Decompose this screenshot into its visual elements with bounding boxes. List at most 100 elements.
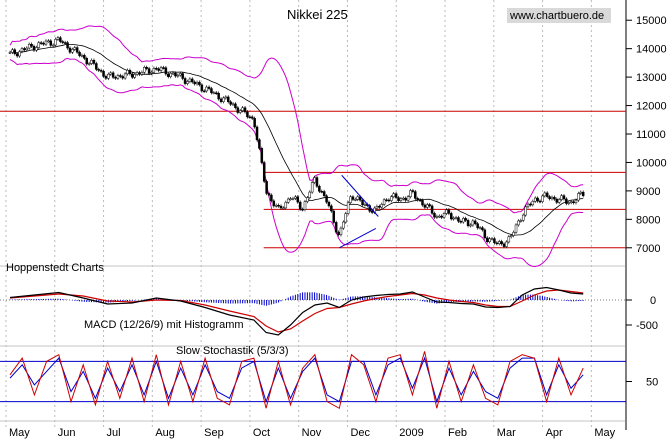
- candle-body: [303, 201, 307, 210]
- x-axis-labels: May Jun Jul Aug Sep Oct Nov Dec 2009 Feb Mar Apr May: [9, 427, 616, 439]
- candle-body: [119, 75, 122, 77]
- candle-body: [226, 96, 230, 103]
- candle-body: [521, 214, 525, 221]
- y-tick-label: 8000: [636, 214, 660, 226]
- candle-body: [509, 235, 513, 237]
- candle-body: [109, 72, 112, 75]
- candle-body: [193, 81, 196, 85]
- candle-body: [8, 52, 12, 54]
- candle-body: [152, 68, 156, 73]
- candle-body: [349, 196, 352, 203]
- candle-body: [457, 217, 460, 222]
- candle-body: [75, 47, 79, 53]
- candle-body: [466, 220, 470, 226]
- candle-body: [200, 84, 204, 92]
- candle-body: [565, 198, 568, 204]
- candle-body: [248, 116, 252, 119]
- candle-body: [416, 198, 419, 201]
- candle-body: [92, 59, 96, 64]
- candle-body: [282, 207, 285, 210]
- x-tick-label: May: [594, 427, 615, 439]
- candle-body: [354, 199, 357, 201]
- candle-body: [543, 192, 547, 197]
- candle-body: [519, 220, 523, 222]
- x-tick-label: Nov: [302, 427, 322, 439]
- candle-body: [241, 107, 244, 111]
- candle-body: [238, 110, 242, 113]
- candle-body: [205, 86, 208, 92]
- candle-body: [42, 42, 45, 45]
- candle-body: [414, 191, 417, 199]
- candle-body: [13, 49, 17, 55]
- candle-body: [265, 181, 268, 194]
- candle-body: [224, 96, 228, 99]
- candle-body: [39, 42, 43, 44]
- candle-body: [560, 195, 563, 200]
- candle-body: [526, 203, 530, 208]
- candle-body: [438, 215, 441, 218]
- candle-body: [236, 107, 240, 113]
- candle-body: [291, 198, 295, 200]
- candle-body: [308, 191, 312, 198]
- candle-body: [411, 190, 415, 192]
- candle-body: [370, 210, 374, 213]
- candle-body: [378, 206, 381, 208]
- candle-body: [44, 40, 48, 45]
- candle-body: [517, 220, 520, 226]
- candle-body: [490, 238, 494, 240]
- candle-body: [128, 69, 132, 75]
- candle-body: [85, 58, 88, 65]
- candle-body: [231, 103, 235, 106]
- candle-body: [195, 81, 199, 85]
- candle-body: [157, 68, 160, 71]
- y-tick-label: 14000: [636, 44, 667, 56]
- candle-body: [555, 198, 559, 203]
- candle-body: [545, 192, 549, 197]
- candle-body: [536, 197, 539, 202]
- candle-body: [574, 199, 578, 204]
- candle-body: [548, 196, 551, 200]
- trendline-2: [341, 174, 379, 217]
- candle-body: [246, 111, 249, 118]
- candle-body: [298, 201, 302, 210]
- candle-body: [404, 197, 407, 201]
- candle-body: [37, 42, 41, 48]
- candle-body: [342, 221, 345, 229]
- candle-body: [464, 218, 467, 221]
- x-tick-label: Aug: [155, 427, 175, 439]
- candle-body: [344, 213, 347, 223]
- candle-body: [150, 71, 153, 74]
- candle-body: [469, 224, 472, 227]
- candle-body: [255, 126, 259, 141]
- y-tick-label: 7000: [636, 243, 660, 255]
- candle-body: [217, 93, 220, 100]
- candle-body: [339, 227, 343, 236]
- candle-body: [66, 42, 69, 49]
- candle-body: [71, 49, 74, 53]
- candle-body: [140, 72, 144, 75]
- candle-body: [502, 243, 506, 247]
- candle-body: [131, 73, 134, 78]
- candle-body: [409, 190, 412, 197]
- candle-body: [222, 97, 225, 102]
- candle-body: [550, 196, 554, 200]
- bollinger-upper: [9, 25, 584, 214]
- candle-body: [107, 73, 110, 79]
- candle-body: [569, 201, 573, 203]
- candle-body: [538, 200, 542, 203]
- y-tick-label: 11000: [636, 129, 666, 141]
- candle-body: [387, 199, 391, 202]
- y-tick-label: 15000: [636, 15, 667, 27]
- candle-body: [524, 206, 527, 216]
- candle-body: [260, 148, 264, 163]
- candle-body: [495, 242, 499, 245]
- candle-body: [229, 101, 232, 105]
- candle-body: [315, 177, 319, 187]
- candle-body: [553, 196, 556, 200]
- candle-body: [500, 241, 503, 245]
- candle-body: [277, 205, 280, 207]
- candle-body: [80, 54, 84, 57]
- x-tick-label: Apr: [546, 427, 563, 439]
- candle-body: [138, 72, 141, 75]
- candle-body: [59, 37, 62, 42]
